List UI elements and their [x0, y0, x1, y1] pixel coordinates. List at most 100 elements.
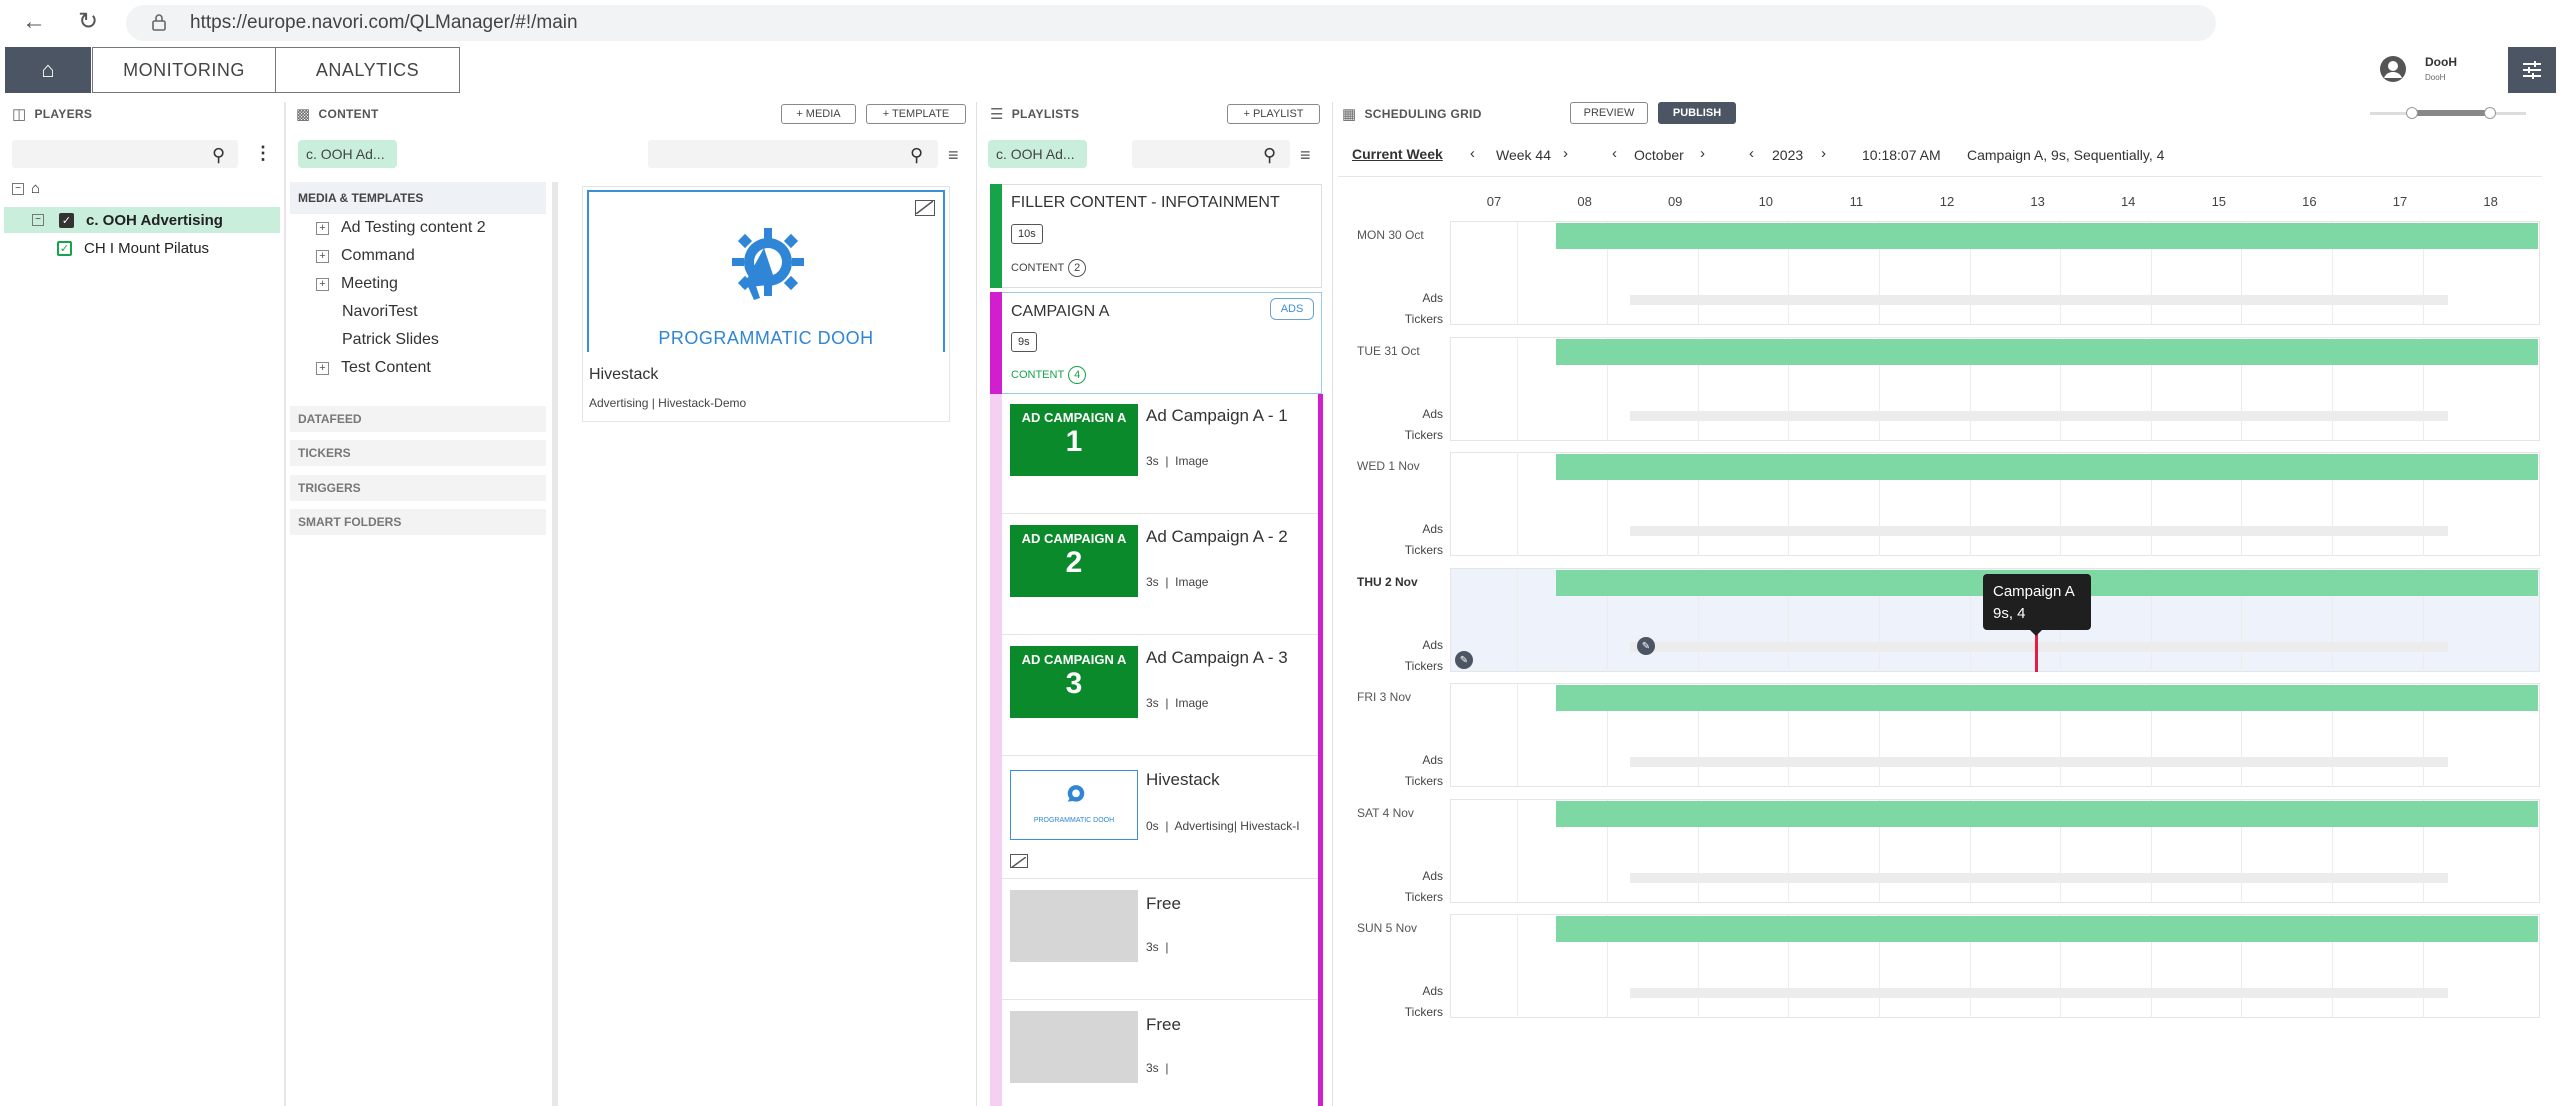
category-item[interactable]: + Test Content — [290, 354, 546, 382]
content-count-value: 2 — [1068, 259, 1087, 277]
playlist-schedule-bar[interactable] — [1556, 916, 2538, 942]
expand-icon[interactable]: + — [316, 249, 329, 263]
ads-schedule-bar[interactable] — [1630, 641, 2448, 652]
prev-month-icon[interactable]: ‹ — [1612, 145, 1617, 162]
expand-icon[interactable]: + — [316, 277, 329, 291]
playlists-search-input[interactable] — [1132, 140, 1290, 168]
next-year-icon[interactable]: › — [1821, 145, 1826, 162]
playlist-filler[interactable] — [990, 184, 1322, 288]
player-row-ooh[interactable]: − ✓ c. OOH Advertising — [4, 207, 280, 233]
ads-schedule-bar[interactable] — [1630, 295, 2448, 305]
collapse-root-icon[interactable]: − — [12, 183, 24, 195]
next-week-icon[interactable]: › — [1563, 145, 1568, 162]
playlist-item[interactable]: PROGRAMMATIC DOOH Hivestack 0s | Adverti… — [1002, 757, 1318, 879]
item-title: Ad Campaign A - 3 — [1146, 648, 1288, 667]
hour-gridline — [1516, 914, 1518, 1018]
search-icon[interactable]: ⚲ — [212, 145, 226, 165]
hour-gridline — [2422, 914, 2424, 1018]
media-card[interactable] — [582, 186, 950, 422]
content-filter-chip[interactable]: c. OOH Ad... — [298, 140, 397, 168]
user-avatar-icon[interactable] — [2379, 55, 2407, 83]
playlist-item[interactable]: AD CAMPAIGN A 3 Ad Campaign A - 3 3s | I… — [1002, 636, 1318, 756]
ads-schedule-bar[interactable] — [1630, 988, 2448, 998]
content-search-input[interactable] — [648, 140, 938, 168]
media-card-thumbnail[interactable]: PROGRAMMATIC DOOH — [587, 190, 945, 352]
publish-button[interactable]: PUBLISH — [1658, 102, 1736, 124]
tooltip-title: Campaign A — [1993, 583, 2075, 600]
add-template-button[interactable]: + TEMPLATE — [866, 104, 966, 124]
category-item[interactable]: NavoriTest — [290, 298, 546, 326]
media-templates-section[interactable]: MEDIA & TEMPLATES — [290, 182, 546, 214]
category-item[interactable]: + Meeting — [290, 270, 546, 298]
expand-icon[interactable]: + — [316, 361, 329, 375]
add-media-button[interactable]: + MEDIA — [781, 104, 856, 124]
playlist-schedule-bar[interactable] — [1556, 223, 2538, 249]
collapse-icon[interactable]: − — [32, 214, 44, 226]
playlist-schedule-bar[interactable] — [1556, 338, 2538, 365]
search-icon[interactable]: ⚲ — [1263, 145, 1277, 165]
edit-ticker-icon[interactable]: ✎ — [1455, 651, 1473, 669]
playlist-schedule-bar[interactable] — [1556, 454, 2538, 480]
back-arrow-icon[interactable]: ← — [22, 8, 46, 35]
category-item[interactable]: + Ad Testing content 2 — [290, 214, 546, 242]
tickers-row-label: Tickers — [1404, 312, 1443, 326]
expand-icon[interactable]: + — [316, 221, 329, 235]
tickers-section[interactable]: TICKERS — [290, 440, 546, 466]
hour-gridline — [1788, 683, 1790, 787]
ads-schedule-bar[interactable] — [1630, 872, 2448, 883]
reload-icon[interactable]: ↻ — [78, 8, 99, 35]
item-meta: 3s | Image — [1146, 454, 1209, 468]
ads-schedule-bar[interactable] — [1630, 757, 2448, 767]
playlist-schedule-bar[interactable] — [1556, 800, 2538, 827]
triggers-section[interactable]: TRIGGERS — [290, 475, 546, 501]
zoom-handle-right[interactable] — [2484, 107, 2496, 119]
hour-gridline — [1788, 221, 1790, 325]
playlist-campaign-a[interactable] — [990, 292, 1322, 394]
calendar-icon: ▦ — [1342, 106, 1357, 123]
divider — [1338, 176, 2542, 177]
playlist-item[interactable]: AD CAMPAIGN A 2 Ad Campaign A - 2 3s | I… — [1002, 515, 1318, 635]
prev-year-icon[interactable]: ‹ — [1749, 145, 1754, 162]
hour-gridline — [2332, 914, 2333, 1018]
playlist-item[interactable]: AD CAMPAIGN A 1 Ad Campaign A - 1 3s | I… — [1002, 394, 1318, 514]
player-row-pilatus[interactable]: ✓ CH I Mount Pilatus — [4, 235, 280, 261]
hour-gridline — [1697, 798, 1699, 903]
playlist-item[interactable]: Free 3s | — [1002, 880, 1318, 1000]
players-search-input[interactable] — [12, 140, 238, 168]
home-tree-icon[interactable]: ⌂ — [31, 180, 41, 197]
ads-schedule-bar[interactable] — [1630, 410, 2448, 421]
edit-schedule-icon[interactable]: ✎ — [1637, 637, 1655, 655]
current-week-link[interactable]: Current Week — [1352, 146, 1443, 162]
more-options-icon[interactable]: ⋮ — [254, 143, 272, 163]
hour-gridline — [1516, 798, 1518, 903]
playlists-filter-chip[interactable]: c. OOH Ad... — [988, 140, 1087, 168]
search-icon[interactable]: ⚲ — [910, 145, 924, 165]
sort-icon[interactable]: ≡ — [1300, 145, 1311, 165]
ads-schedule-bar[interactable] — [1630, 526, 2448, 536]
home-button[interactable]: ⌂ — [5, 47, 91, 93]
panel-divider[interactable] — [552, 182, 558, 1106]
add-playlist-button[interactable]: + PLAYLIST — [1227, 104, 1320, 124]
zoom-handle-left[interactable] — [2406, 107, 2418, 119]
item-thumbnail: AD CAMPAIGN A 2 — [1010, 525, 1138, 597]
checkbox-checked-icon[interactable]: ✓ — [59, 212, 74, 228]
smart-folders-section[interactable]: SMART FOLDERS — [290, 509, 546, 535]
tab-monitoring[interactable]: MONITORING — [92, 47, 276, 93]
category-item[interactable]: + Command — [290, 242, 546, 270]
sort-icon[interactable]: ≡ — [948, 145, 959, 165]
playlist-color-strip — [990, 292, 1002, 394]
address-bar[interactable] — [126, 5, 2216, 41]
prev-week-icon[interactable]: ‹ — [1470, 145, 1475, 162]
tab-analytics[interactable]: ANALYTICS — [275, 47, 460, 93]
hour-gridline — [2241, 221, 2243, 325]
hour-gridline — [2241, 336, 2243, 441]
players-icon: ◫ — [12, 106, 27, 123]
category-item[interactable]: Patrick Slides — [290, 326, 546, 354]
preview-button[interactable]: PREVIEW — [1570, 102, 1648, 124]
playlist-item[interactable]: Free 3s | — [1002, 1001, 1318, 1106]
next-month-icon[interactable]: › — [1700, 145, 1705, 162]
checkbox-checked-icon[interactable]: ✓ — [57, 240, 72, 256]
playlist-schedule-bar[interactable] — [1556, 685, 2538, 711]
settings-button[interactable] — [2508, 47, 2556, 93]
datafeed-section[interactable]: DATAFEED — [290, 406, 546, 432]
